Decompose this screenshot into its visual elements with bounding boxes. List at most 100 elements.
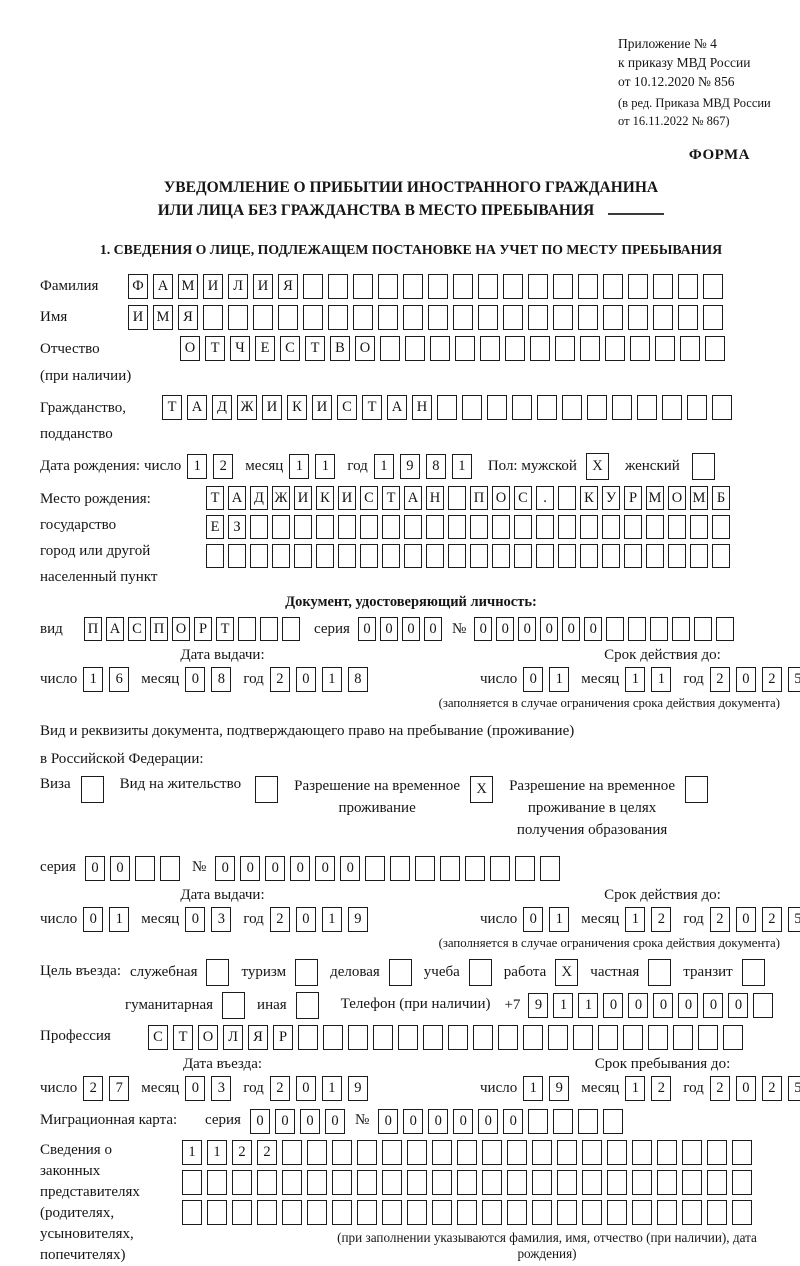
char-cell[interactable]: 0	[185, 1075, 206, 1101]
char-cell[interactable]: О	[172, 617, 190, 642]
char-cell[interactable]	[532, 1199, 552, 1225]
char-cell[interactable]: 0	[299, 1108, 320, 1134]
char-cell[interactable]: 2	[83, 1075, 104, 1101]
char-cell[interactable]	[712, 544, 730, 569]
char-cell[interactable]	[407, 1169, 427, 1195]
char-cell[interactable]	[690, 515, 708, 540]
char-cell[interactable]	[690, 544, 708, 569]
char-cell[interactable]	[532, 1169, 552, 1195]
char-cell[interactable]: П	[470, 486, 488, 511]
char-cell[interactable]	[573, 1024, 593, 1050]
char-cell[interactable]	[470, 515, 488, 540]
char-cell[interactable]	[453, 274, 473, 300]
char-cell[interactable]	[653, 274, 673, 300]
char-cell[interactable]: 1	[187, 454, 208, 480]
char-cell[interactable]	[316, 515, 334, 540]
char-cell[interactable]	[607, 1199, 627, 1225]
char-cell[interactable]: 0	[340, 855, 361, 881]
char-cell[interactable]: 0	[523, 906, 544, 932]
char-cell[interactable]	[507, 1199, 527, 1225]
char-cell[interactable]	[553, 1108, 574, 1134]
purpose-inaya-checkbox[interactable]	[295, 991, 319, 1019]
char-cell[interactable]	[328, 274, 348, 300]
char-cell[interactable]: 0	[628, 992, 649, 1018]
char-cell[interactable]: Т	[382, 486, 400, 511]
char-cell[interactable]: 3	[211, 1075, 232, 1101]
char-cell[interactable]: 9	[399, 454, 420, 480]
char-cell[interactable]	[503, 274, 523, 300]
char-cell[interactable]: С	[514, 486, 532, 511]
char-cell[interactable]: 0	[423, 617, 442, 642]
char-cell[interactable]	[328, 305, 348, 331]
char-cell[interactable]	[612, 394, 632, 420]
char-cell[interactable]: 8	[211, 667, 232, 693]
char-cell[interactable]	[732, 1139, 752, 1165]
char-cell[interactable]: 5	[787, 906, 800, 932]
char-cell[interactable]: У	[602, 486, 620, 511]
char-cell[interactable]: 0	[324, 1108, 345, 1134]
char-cell[interactable]: 2	[709, 667, 730, 693]
char-cell[interactable]: К	[316, 486, 334, 511]
char-cell[interactable]: 0	[290, 855, 311, 881]
char-cell[interactable]: И	[203, 274, 223, 300]
char-cell[interactable]: З	[228, 515, 246, 540]
char-cell[interactable]	[407, 1199, 427, 1225]
char-cell[interactable]	[698, 1024, 718, 1050]
char-cell[interactable]	[716, 617, 735, 642]
char-cell[interactable]: С	[337, 394, 357, 420]
char-cell[interactable]: Я	[248, 1024, 268, 1050]
char-cell[interactable]	[365, 855, 386, 881]
char-cell[interactable]: 0	[265, 855, 286, 881]
char-cell[interactable]: В	[330, 336, 350, 362]
char-cell[interactable]	[182, 1199, 202, 1225]
char-cell[interactable]	[250, 515, 268, 540]
char-cell[interactable]: Т	[362, 394, 382, 420]
char-cell[interactable]: 0	[109, 855, 130, 881]
char-cell[interactable]	[382, 515, 400, 540]
char-cell[interactable]: О	[198, 1024, 218, 1050]
char-cell[interactable]: М	[690, 486, 708, 511]
purpose-gumanitarnaya-checkbox[interactable]	[222, 991, 246, 1019]
char-cell[interactable]: 1	[651, 667, 672, 693]
char-cell[interactable]: 2	[761, 667, 782, 693]
char-cell[interactable]: 0	[703, 992, 724, 1018]
char-cell[interactable]	[457, 1139, 477, 1165]
char-cell[interactable]	[332, 1169, 352, 1195]
char-cell[interactable]	[382, 1139, 402, 1165]
char-cell[interactable]	[630, 336, 650, 362]
char-cell[interactable]: 1	[549, 906, 570, 932]
char-cell[interactable]: 0	[453, 1108, 474, 1134]
char-cell[interactable]	[632, 1169, 652, 1195]
char-cell[interactable]	[703, 274, 723, 300]
char-cell[interactable]	[668, 515, 686, 540]
char-cell[interactable]: 1	[625, 906, 646, 932]
char-cell[interactable]	[557, 1199, 577, 1225]
char-cell[interactable]	[437, 394, 457, 420]
char-cell[interactable]: М	[153, 305, 173, 331]
char-cell[interactable]: О	[668, 486, 686, 511]
char-cell[interactable]	[357, 1139, 377, 1165]
char-cell[interactable]: М	[178, 274, 198, 300]
char-cell[interactable]	[207, 1199, 227, 1225]
char-cell[interactable]	[455, 336, 475, 362]
char-cell[interactable]: Н	[426, 486, 444, 511]
char-cell[interactable]	[653, 305, 673, 331]
char-cell[interactable]	[678, 305, 698, 331]
char-cell[interactable]: С	[128, 617, 146, 642]
char-cell[interactable]	[537, 394, 557, 420]
char-cell[interactable]	[282, 1169, 302, 1195]
char-cell[interactable]: М	[646, 486, 664, 511]
char-cell[interactable]	[457, 1169, 477, 1195]
char-cell[interactable]	[159, 855, 180, 881]
checkbox-cell[interactable]: X	[470, 776, 494, 804]
char-cell[interactable]	[682, 1139, 702, 1165]
char-cell[interactable]: 0	[379, 617, 398, 642]
char-cell[interactable]: Е	[206, 515, 224, 540]
char-cell[interactable]	[382, 1199, 402, 1225]
char-cell[interactable]: 1	[289, 454, 310, 480]
char-cell[interactable]	[528, 274, 548, 300]
char-cell[interactable]	[360, 515, 378, 540]
char-cell[interactable]	[602, 515, 620, 540]
char-cell[interactable]: 0	[401, 617, 420, 642]
char-cell[interactable]	[294, 515, 312, 540]
